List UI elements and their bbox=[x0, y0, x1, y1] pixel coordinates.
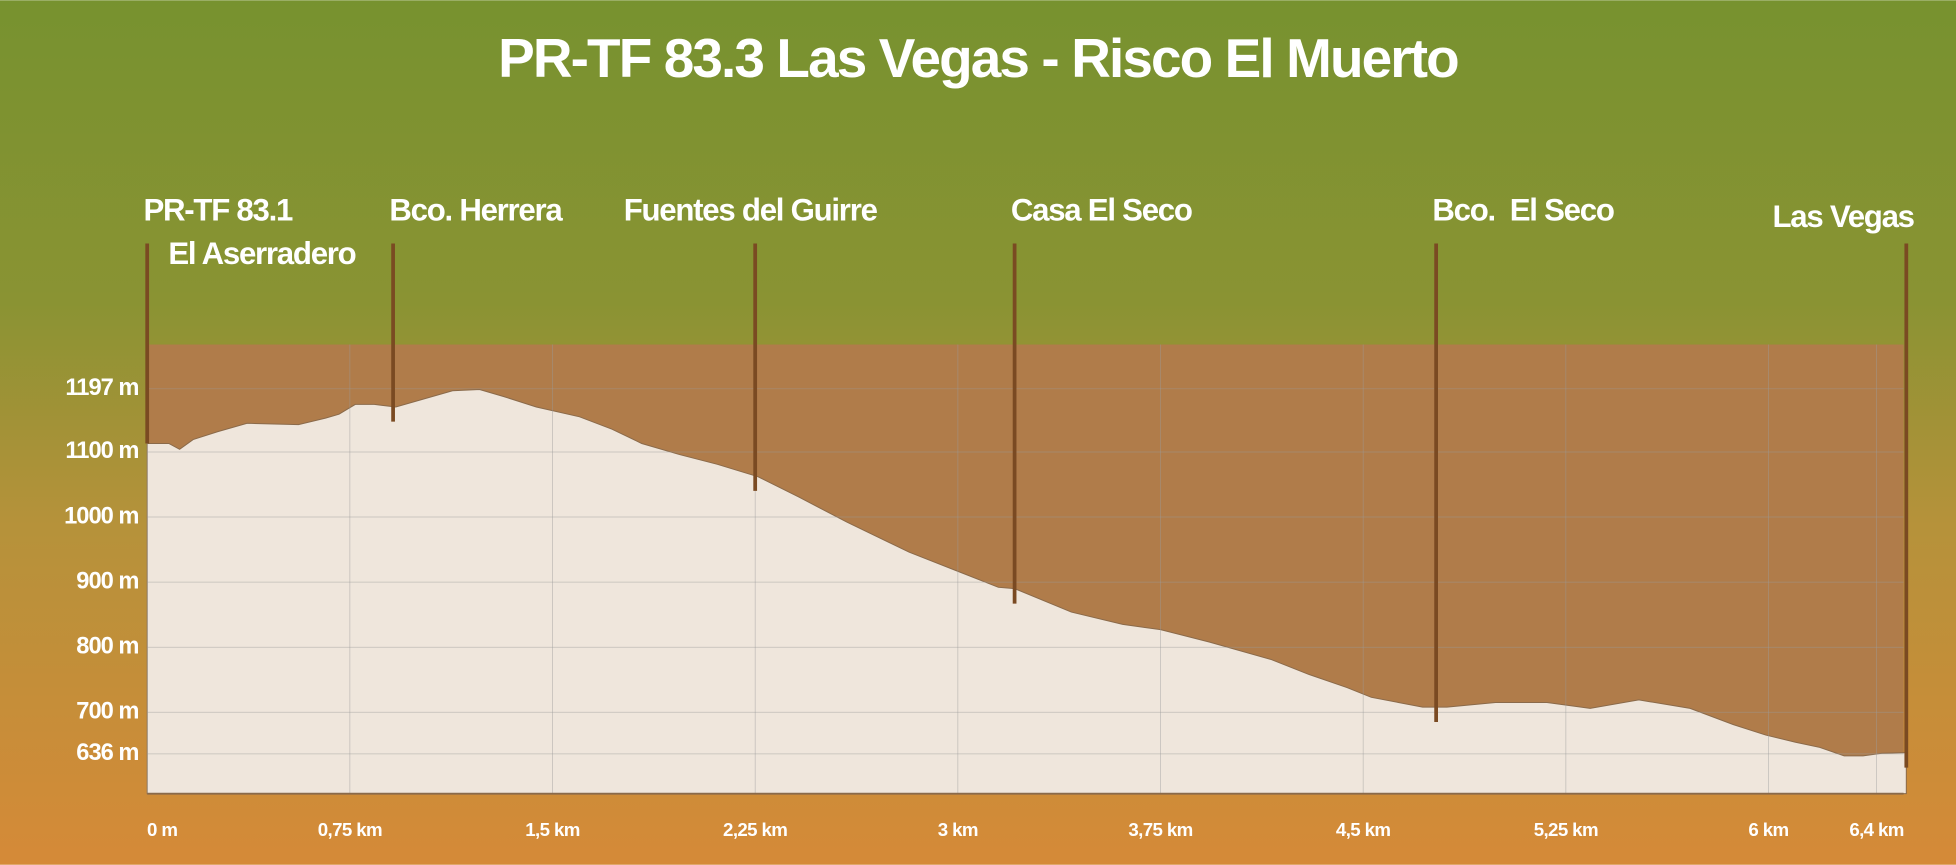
x-tick-label: 6,4 km bbox=[1849, 819, 1904, 840]
x-tick-label: 5,25 km bbox=[1534, 819, 1598, 840]
waypoint-label: Bco. El Seco bbox=[1432, 193, 1613, 228]
x-tick-label: 3 km bbox=[938, 819, 978, 840]
x-tick-label: 2,25 km bbox=[723, 819, 787, 840]
y-tick-label: 1197 m bbox=[65, 375, 138, 401]
waypoint-label: Las Vegas bbox=[1773, 199, 1915, 234]
chart-title: PR-TF 83.3 Las Vegas - Risco El Muerto bbox=[498, 27, 1458, 89]
waypoint-label: El Aserradero bbox=[168, 236, 355, 271]
y-tick-label: 800 m bbox=[76, 633, 138, 659]
waypoint-label: Fuentes del Guirre bbox=[624, 193, 878, 228]
y-tick-label: 1100 m bbox=[65, 438, 138, 464]
waypoint-label: Bco. Herrera bbox=[389, 193, 563, 228]
y-tick-label: 900 m bbox=[76, 568, 138, 594]
waypoint-label: PR-TF 83.1 bbox=[143, 193, 293, 228]
y-tick-label: 700 m bbox=[76, 699, 138, 725]
elevation-area bbox=[146, 388, 1907, 795]
waypoint-label: Casa El Seco bbox=[1011, 193, 1192, 228]
y-tick-label: 1000 m bbox=[64, 503, 138, 529]
x-tick-label: 6 km bbox=[1748, 819, 1788, 840]
x-tick-label: 3,75 km bbox=[1128, 819, 1192, 840]
x-tick-label: 0,75 km bbox=[318, 819, 382, 840]
x-tick-label: 4,5 km bbox=[1336, 819, 1391, 840]
x-tick-label: 1,5 km bbox=[525, 819, 580, 840]
y-tick-label: 636 m bbox=[76, 740, 138, 766]
x-tick-label: 0 m bbox=[147, 819, 177, 840]
